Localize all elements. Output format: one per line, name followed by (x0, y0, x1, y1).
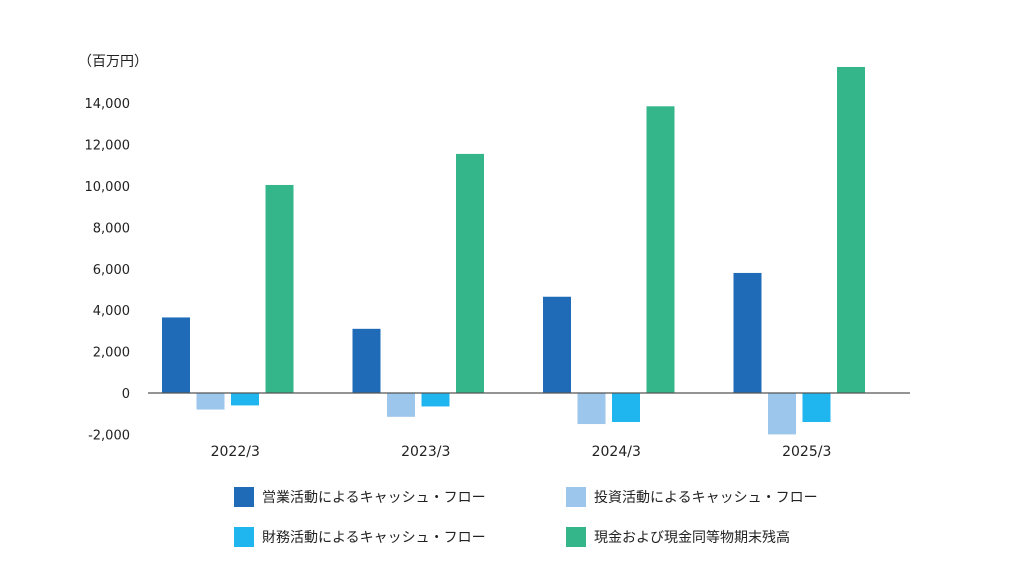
y-tick-label: 4,000 (93, 304, 130, 319)
y-tick-label: 2,000 (93, 346, 130, 361)
legend-label-cash: 現金および現金同等物期末残高 (594, 530, 790, 546)
y-tick-label: 0 (122, 387, 130, 402)
bar-cash (646, 106, 675, 394)
legend-label-operating: 営業活動によるキャッシュ・フロー (262, 490, 486, 506)
y-tick-label: 8,000 (93, 221, 130, 236)
y-tick-label: 10,000 (85, 180, 131, 195)
cash-flow-chart: （百万円） 14,000 12,000 10,000 8,000 6,000 4,000 2… (78, 54, 910, 460)
bar-cash (837, 66, 865, 393)
y-tick-label: -2,000 (88, 428, 130, 443)
x-tick-label: 2023/3 (401, 444, 450, 460)
legend-swatch-financing (234, 527, 254, 547)
bar-cash (456, 153, 484, 393)
bar-cash (265, 184, 294, 393)
legend-label-investing: 投資活動によるキャッシュ・フロー (594, 490, 818, 506)
y-axis-ticks: 14,000 12,000 10,000 8,000 6,000 4,000 2,000 0 -… (85, 97, 131, 443)
bar-investing (577, 393, 606, 425)
bar-financing (421, 393, 450, 407)
bar-financing (612, 393, 640, 422)
bar-investing (387, 393, 415, 417)
x-tick-label: 2024/3 (592, 444, 641, 460)
legend: 営業活動によるキャッシュ・フロー 投資活動によるキャッシュ・フロー 財務活動によ… (234, 486, 874, 548)
bar-investing (196, 393, 225, 410)
x-tick-label: 2025/3 (782, 444, 831, 460)
bar-financing (802, 393, 831, 422)
legend-item-cash: 現金および現金同等物期末残高 (566, 526, 866, 548)
y-tick-label: 14,000 (85, 97, 131, 112)
bars (162, 66, 865, 435)
legend-item-investing: 投資活動によるキャッシュ・フロー (566, 486, 866, 508)
bar-operating (733, 272, 762, 393)
y-axis-unit-label: （百万円） (78, 54, 148, 70)
bar-financing (231, 393, 259, 406)
bar-operating (162, 317, 190, 393)
legend-label-financing: 財務活動によるキャッシュ・フロー (262, 530, 486, 546)
x-axis-ticks: 2022/3 2023/3 2024/3 2025/3 (211, 444, 832, 460)
y-tick-label: 12,000 (85, 139, 131, 154)
bar-operating (352, 328, 381, 393)
y-tick-label: 6,000 (93, 263, 130, 278)
x-tick-label: 2022/3 (211, 444, 260, 460)
legend-swatch-investing (566, 487, 586, 507)
legend-item-operating: 営業活動によるキャッシュ・フロー (234, 486, 566, 508)
bar-investing (768, 393, 796, 435)
bar-operating (543, 296, 571, 393)
legend-swatch-cash (566, 527, 586, 547)
legend-swatch-operating (234, 487, 254, 507)
legend-item-financing: 財務活動によるキャッシュ・フロー (234, 526, 566, 548)
